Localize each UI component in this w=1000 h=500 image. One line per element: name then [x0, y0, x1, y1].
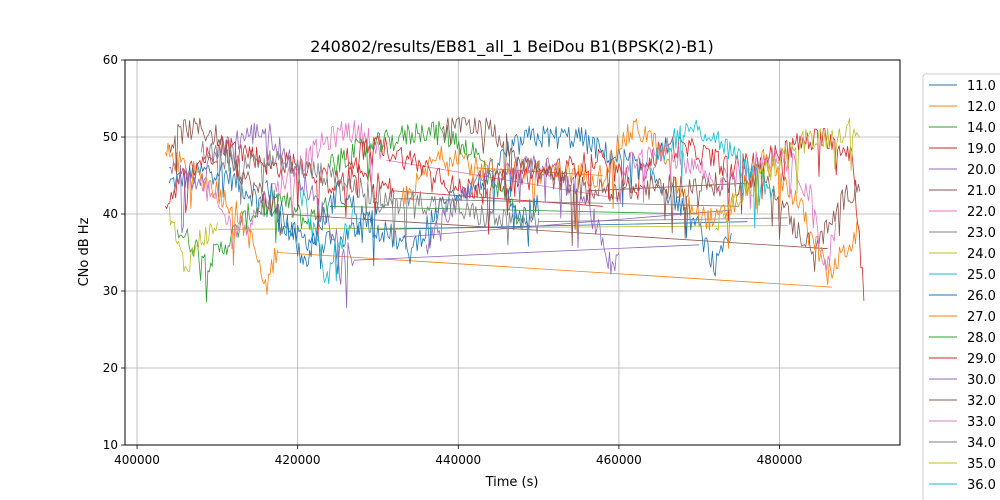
legend-label-34.0: 34.0: [967, 436, 996, 451]
legend-label-29.0: 29.0: [967, 352, 996, 367]
y-tick-label: 60: [103, 53, 118, 67]
legend-label-23.0: 23.0: [967, 226, 996, 241]
series-20.0-jump-line: [353, 244, 700, 261]
series-14.0-jump-line: [329, 205, 700, 215]
series-29.0-line: [345, 128, 865, 301]
series-33.0-line: [618, 143, 837, 271]
series-36.0-line: [650, 119, 776, 229]
x-tick-label: 480000: [757, 453, 803, 467]
data-traces: [164, 117, 865, 309]
legend-label-19.0: 19.0: [967, 142, 996, 157]
legend: 11.0 12.0 14.0 19.0 20.0 21.0 22.0 23.0 24.0 25.0…: [922, 73, 1000, 500]
legend-label-27.0: 27.0: [967, 310, 996, 325]
legend-box: [922, 73, 1000, 500]
x-axis-label: Time (s): [485, 475, 539, 490]
legend-label-11.0: 11.0: [967, 79, 996, 94]
x-tick-label: 420000: [275, 453, 321, 467]
legend-label-26.0: 26.0: [967, 289, 996, 304]
legend-label-28.0: 28.0: [967, 331, 996, 346]
plot-frame: [124, 59, 901, 446]
x-tick-label: 440000: [435, 453, 481, 467]
series-30.0-line: [425, 155, 620, 275]
x-tick-label: 400000: [114, 453, 160, 467]
legend-label-32.0: 32.0: [967, 394, 996, 409]
y-tick-label: 50: [103, 130, 118, 144]
legend-label-21.0: 21.0: [967, 184, 996, 199]
series-12.0-line: [164, 142, 278, 295]
legend-label-36.0: 36.0: [967, 478, 996, 493]
series-25.0-line: [297, 178, 355, 285]
series-14.0-line: [176, 189, 331, 303]
legend-label-30.0: 30.0: [967, 373, 996, 388]
series-27.0-line: [401, 118, 861, 286]
series-23.0-line: [200, 141, 395, 216]
series-30.0-jump-line: [402, 209, 732, 238]
y-axis-label: CNo dB Hz: [77, 217, 92, 286]
y-tick-label: 40: [103, 207, 118, 221]
legend-label-12.0: 12.0: [967, 100, 996, 115]
series-35.0-line: [715, 117, 861, 231]
series-34.0-jump-line: [538, 217, 788, 223]
legend-label-22.0: 22.0: [967, 205, 996, 220]
series-19.0-line: [164, 136, 395, 236]
legend-label-25.0: 25.0: [967, 268, 996, 283]
series-32.0-line: [441, 117, 861, 272]
grid-lines: [125, 59, 900, 446]
series-29.0-jump-line: [393, 190, 603, 207]
legend-label-33.0: 33.0: [967, 415, 996, 430]
series-21.0-line: [168, 117, 282, 236]
series-37.0-line: [506, 188, 539, 247]
legend-label-14.0: 14.0: [967, 121, 996, 136]
legend-label-20.0: 20.0: [967, 163, 996, 178]
chart-title: 240802/results/EB81_all_1 BeiDou B1(BPSK…: [310, 37, 713, 57]
series-20.0-line: [169, 122, 355, 309]
series-24.0-line: [168, 206, 218, 273]
series-11.0-line: [168, 162, 379, 275]
y-tick-label: 20: [103, 361, 118, 375]
series-12.0-jump-line: [277, 252, 832, 288]
series-26.0-line: [265, 125, 732, 277]
legend-label-24.0: 24.0: [967, 247, 996, 262]
x-tick-label: 460000: [596, 453, 642, 467]
legend-label-35.0: 35.0: [967, 457, 996, 472]
series-34.0-line: [377, 189, 539, 250]
series-22.0-line: [200, 120, 387, 250]
y-tick-label: 30: [103, 284, 118, 298]
y-tick-label: 10: [103, 438, 118, 452]
axis-ticks: 400000 420000 440000 460000 480000 10 20 30 40 50…: [103, 53, 803, 467]
